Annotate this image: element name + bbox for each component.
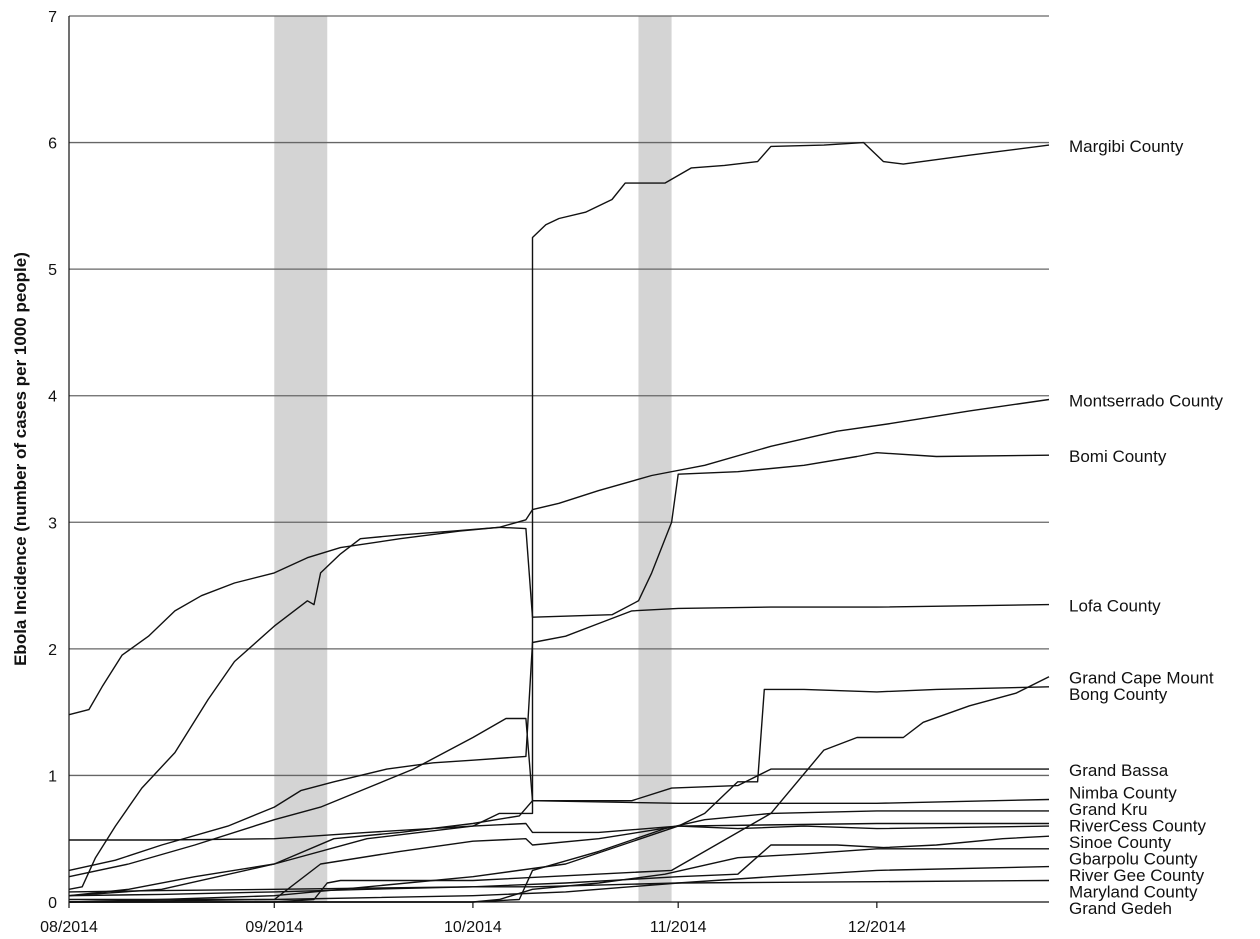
series-label-bomi-county: Bomi County bbox=[1069, 447, 1167, 466]
series-label-nimba-county: Nimba County bbox=[1069, 784, 1177, 803]
series-line-lofa-county bbox=[68, 603, 1050, 872]
axes bbox=[68, 16, 1049, 903]
grid-lines bbox=[69, 15, 1049, 777]
series-line-montserrado-county bbox=[68, 398, 1050, 716]
x-tick-label: 08/2014 bbox=[40, 919, 98, 936]
y-tick-label: 7 bbox=[48, 9, 57, 26]
series-label-grand-kru: Grand Kru bbox=[1069, 800, 1147, 819]
series-label-maryland-county: Maryland County bbox=[1069, 883, 1198, 902]
x-tick-label: 09/2014 bbox=[245, 919, 303, 936]
y-axis-title: Ebola Incidence (number of cases per 100… bbox=[11, 252, 30, 666]
series-line-gbarpolu-county bbox=[68, 835, 1050, 897]
x-tick-labels: 08/2014 09/2014 10/2014 11/2014 12/2014 bbox=[40, 902, 906, 936]
x-tick-label: 10/2014 bbox=[444, 919, 502, 936]
series-line-bomi-county bbox=[68, 452, 1050, 890]
series-line-river-gee-county bbox=[69, 848, 1049, 903]
x-tick-label: 11/2014 bbox=[650, 919, 707, 936]
series-label-gbarpolu-county: Gbarpolu County bbox=[1069, 850, 1198, 869]
series-label-lofa-county: Lofa County bbox=[1069, 597, 1161, 616]
y-tick-label: 6 bbox=[48, 136, 57, 153]
series-labels: Margibi County Montserrado County Bomi Cou… bbox=[1069, 137, 1224, 918]
series-label-sinoe-county: Sinoe County bbox=[1069, 833, 1172, 852]
series-line-grand-bassa bbox=[68, 717, 1049, 878]
series-label-grand-cape-mount: Grand Cape Mount bbox=[1069, 669, 1214, 688]
y-tick-label: 2 bbox=[48, 642, 57, 659]
series-line-grand-gedeh bbox=[68, 879, 1050, 893]
series-label-bong-county: Bong County bbox=[1069, 685, 1168, 704]
shaded-periods bbox=[274, 16, 672, 902]
shaded-period-1 bbox=[274, 16, 328, 902]
series-label-montserrado-county: Montserrado County bbox=[1069, 392, 1224, 411]
y-tick-label: 0 bbox=[48, 895, 57, 912]
series-label-river-gee-county: River Gee County bbox=[1069, 866, 1205, 885]
y-tick-label: 5 bbox=[48, 262, 57, 279]
series-line-margibi-county bbox=[68, 141, 1050, 897]
series-line-grand-cape-mount bbox=[69, 676, 1050, 903]
series-line-nimba-county bbox=[68, 798, 1050, 897]
series-label-margibi-county: Margibi County bbox=[1069, 137, 1184, 156]
series-label-grand-bassa: Grand Bassa bbox=[1069, 761, 1169, 780]
y-tick-labels: 0 1 2 3 4 5 6 7 bbox=[48, 9, 57, 912]
series-line-sinoe-county bbox=[68, 825, 1050, 903]
y-tick-label: 3 bbox=[48, 515, 57, 532]
series-line-grand-kru bbox=[69, 810, 1049, 903]
x-tick-label: 12/2014 bbox=[848, 919, 906, 936]
series-lines bbox=[68, 141, 1050, 903]
y-tick-label: 1 bbox=[48, 768, 57, 785]
y-tick-label: 4 bbox=[48, 389, 57, 406]
series-line-maryland-county bbox=[69, 865, 1050, 901]
series-line-rivercess-county bbox=[69, 822, 1049, 841]
shaded-period-2 bbox=[638, 16, 672, 902]
series-label-rivercess-county: RiverCess County bbox=[1069, 817, 1206, 836]
series-label-grand-gedeh: Grand Gedeh bbox=[1069, 899, 1172, 918]
